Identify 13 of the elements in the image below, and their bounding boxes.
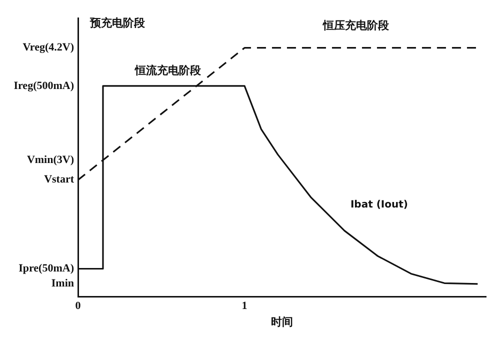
text: Vmin(3V) [26, 154, 74, 166]
text: Vstart [44, 174, 74, 186]
x-tick-label: 1 [242, 300, 248, 312]
text: Vreg(4.2V) [22, 42, 74, 54]
x-tick-label: 0 [75, 300, 82, 312]
text: Imin [51, 278, 74, 290]
text: Ireg(500mA) [14, 80, 74, 92]
text: 恒压充电阶段 [322, 19, 390, 32]
x-axis-title: 时间 [271, 315, 293, 328]
annotation: 恒流充电阶段 [134, 64, 202, 77]
text: Ipre(50mA) [18, 262, 74, 275]
text: 预充电阶段 [89, 16, 146, 30]
series-label: Ibat (Iout) [350, 199, 408, 210]
